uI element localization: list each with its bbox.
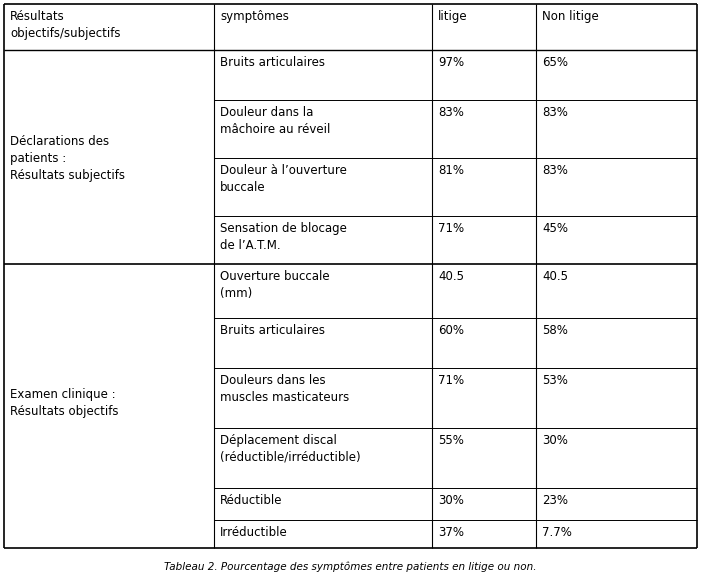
Text: Douleurs dans les
muscles masticateurs: Douleurs dans les muscles masticateurs [220,374,349,404]
Text: Douleur à l’ouverture
buccale: Douleur à l’ouverture buccale [220,164,347,194]
Text: 55%: 55% [438,434,464,447]
Text: 40.5: 40.5 [542,270,568,283]
Text: Bruits articulaires: Bruits articulaires [220,324,325,337]
Text: 60%: 60% [438,324,464,337]
Text: 97%: 97% [438,56,464,69]
Text: 23%: 23% [542,494,568,507]
Text: 81%: 81% [438,164,464,177]
Text: Bruits articulaires: Bruits articulaires [220,56,325,69]
Text: Réductible: Réductible [220,494,283,507]
Text: 71%: 71% [438,374,464,387]
Text: 7.7%: 7.7% [542,526,572,539]
Text: 40.5: 40.5 [438,270,464,283]
Text: Examen clinique :
Résultats objectifs: Examen clinique : Résultats objectifs [10,388,118,418]
Text: Irréductible: Irréductible [220,526,287,539]
Text: 58%: 58% [542,324,568,337]
Text: Douleur dans la
mâchoire au réveil: Douleur dans la mâchoire au réveil [220,106,330,136]
Text: Ouverture buccale
(mm): Ouverture buccale (mm) [220,270,329,300]
Text: 65%: 65% [542,56,568,69]
Text: 45%: 45% [542,222,568,235]
Text: Tableau 2. Pourcentage des symptômes entre patients en litige ou non.: Tableau 2. Pourcentage des symptômes ent… [164,562,537,572]
Text: Non litige: Non litige [542,10,599,23]
Text: Sensation de blocage
de l’A.T.M.: Sensation de blocage de l’A.T.M. [220,222,347,252]
Text: Déplacement discal
(réductible/irréductible): Déplacement discal (réductible/irréducti… [220,434,360,464]
Text: 30%: 30% [438,494,464,507]
Text: symptômes: symptômes [220,10,289,23]
Text: litige: litige [438,10,468,23]
Text: 30%: 30% [542,434,568,447]
Text: Résultats
objectifs/subjectifs: Résultats objectifs/subjectifs [10,10,121,40]
Text: 83%: 83% [438,106,464,119]
Text: 83%: 83% [542,164,568,177]
Text: Déclarations des
patients :
Résultats subjectifs: Déclarations des patients : Résultats su… [10,135,125,182]
Text: 53%: 53% [542,374,568,387]
Text: 83%: 83% [542,106,568,119]
Text: 37%: 37% [438,526,464,539]
Text: 71%: 71% [438,222,464,235]
